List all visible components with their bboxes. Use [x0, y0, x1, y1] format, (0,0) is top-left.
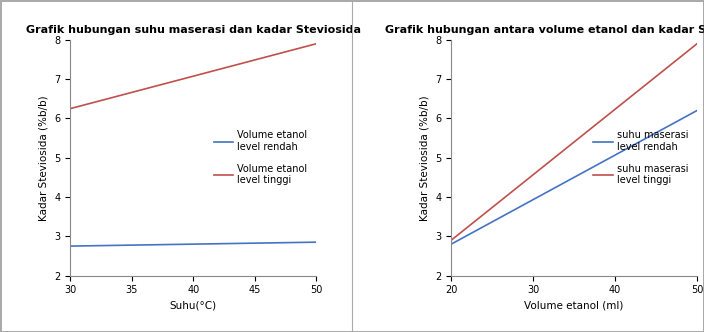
Y-axis label: Kadar Steviosida (%b/b): Kadar Steviosida (%b/b)	[420, 95, 429, 220]
Y-axis label: Kadar Steviosida (%b/b): Kadar Steviosida (%b/b)	[39, 95, 49, 220]
X-axis label: Volume etanol (ml): Volume etanol (ml)	[524, 301, 624, 311]
Legend: Volume etanol
level rendah, Volume etanol
level tinggi: Volume etanol level rendah, Volume etano…	[210, 126, 311, 189]
X-axis label: Suhu(°C): Suhu(°C)	[170, 301, 217, 311]
Title: Grafik hubungan antara volume etanol dan kadar Steviosida: Grafik hubungan antara volume etanol dan…	[385, 25, 704, 35]
Legend: suhu maserasi
level rendah, suhu maserasi
level tinggi: suhu maserasi level rendah, suhu maseras…	[589, 126, 692, 189]
Title: Grafik hubungan suhu maserasi dan kadar Steviosida: Grafik hubungan suhu maserasi dan kadar …	[26, 25, 360, 35]
